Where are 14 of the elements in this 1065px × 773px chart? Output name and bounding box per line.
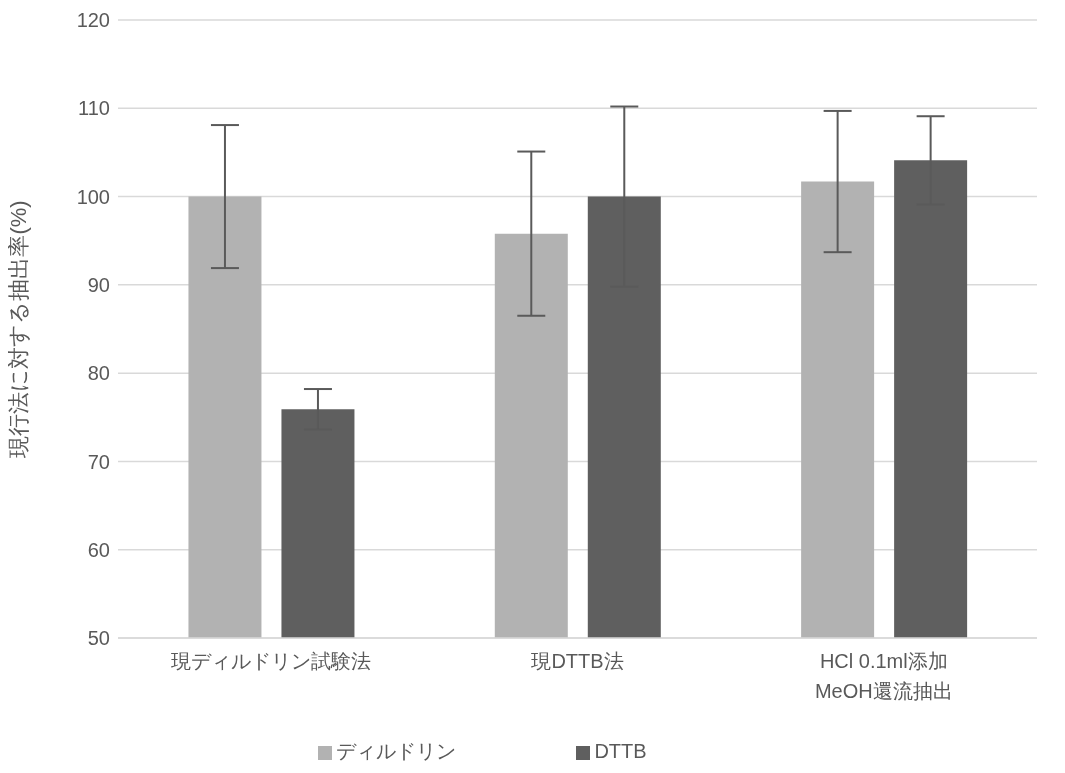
y-tick-label: 90 (87, 273, 110, 296)
y-tick-label: 120 (76, 9, 110, 32)
legend-label: DTTB (594, 740, 647, 762)
y-tick-label: 110 (78, 97, 110, 120)
y-tick-label: 50 (87, 627, 110, 650)
y-axis-title: 現行法に対する抽出率(%) (5, 200, 31, 458)
x-tick-label: 現ディルドリン試験法 (171, 650, 372, 672)
x-tick-label: HCl 0.1ml添加 MeOH還流抽出 (814, 650, 953, 702)
y-tick-label: 100 (76, 185, 110, 208)
y-tick-label: 70 (87, 450, 110, 473)
y-tick-label: 60 (87, 538, 110, 561)
y-tick-label: 80 (87, 362, 110, 385)
legend-label: ディルドリン (336, 740, 457, 762)
x-tick-label: 現DTTB法 (531, 650, 624, 672)
